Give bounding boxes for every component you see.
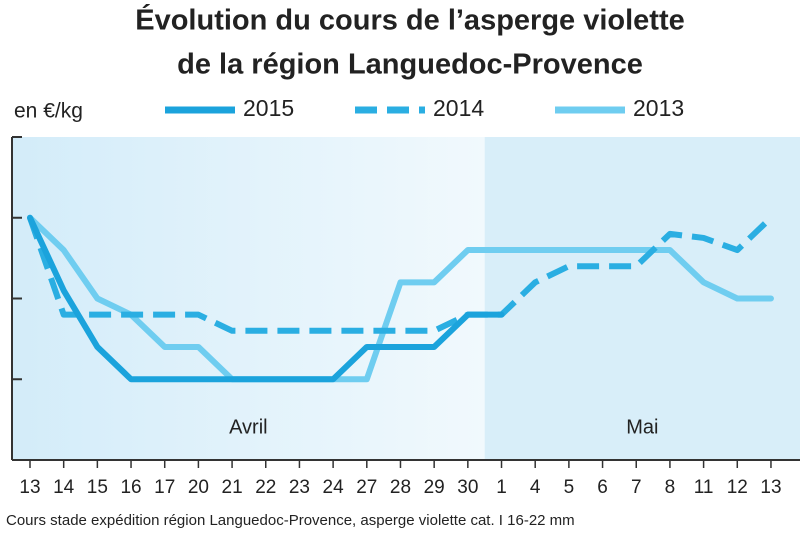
x-tick-label: 13 [760,477,781,498]
line-series [27,214,505,383]
x-tick-label: 16 [120,477,141,498]
x-tick-label: 7 [631,477,642,498]
x-tick-label: 24 [323,477,345,498]
month-label: Mai [626,416,658,438]
chart-title: Évolution du cours de l’asperge violette [135,3,685,37]
x-tick-label: 17 [154,477,175,498]
x-tick-label: 4 [530,477,541,498]
legend-label: 2014 [433,95,484,121]
x-tick-label: 8 [665,477,676,498]
x-tick-label: 28 [390,477,411,498]
x-tick-label: 29 [424,477,445,498]
legend-label: 2013 [633,95,684,121]
y-axis-label: en €/kg [14,100,83,123]
x-tick-label: 13 [19,477,40,498]
x-tick-label: 30 [457,477,478,498]
x-tick-label: 15 [87,477,108,498]
line-series [27,215,774,334]
footnote: Cours stade expédition région Languedoc-… [6,512,575,529]
x-tick-label: 14 [53,477,75,498]
x-tick-label: 12 [727,477,748,498]
line-series [27,214,774,383]
chart-title: de la région Languedoc-Provence [177,49,643,81]
x-tick-label: 22 [255,477,276,498]
x-tick-label: 23 [289,477,310,498]
x-tick-label: 5 [564,477,575,498]
x-tick-label: 20 [188,477,209,498]
x-tick-label: 27 [356,477,377,498]
x-tick-label: 21 [222,477,243,498]
legend-label: 2015 [243,95,294,121]
x-tick-label: 1 [496,477,507,498]
month-label: Avril [229,416,268,438]
x-tick-label: 6 [597,477,608,498]
x-tick-label: 11 [694,477,714,498]
month-band [12,137,485,460]
